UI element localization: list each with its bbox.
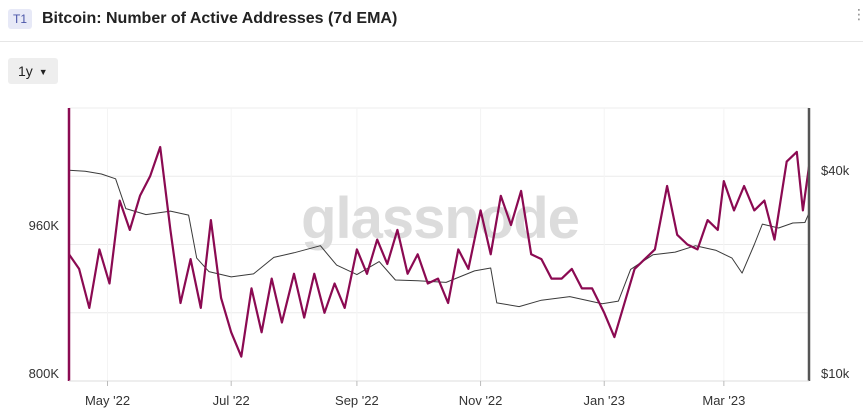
y-right-tick-label: $10k bbox=[821, 366, 850, 381]
y-left-tick-label: 800K bbox=[29, 366, 60, 381]
y-left-tick-label: 960K bbox=[29, 218, 60, 233]
range-dropdown-label: 1y bbox=[18, 63, 33, 79]
x-axis: May '22 Jul '22 Sep '22 Nov '22 Jan '23 Mar '… bbox=[85, 381, 745, 408]
chart-title: Bitcoin: Number of Active Addresses (7d … bbox=[42, 10, 398, 27]
x-tick-label: Nov '22 bbox=[459, 393, 503, 408]
axes bbox=[67, 108, 811, 382]
x-tick-label: May '22 bbox=[85, 393, 130, 408]
price-line bbox=[68, 169, 810, 308]
x-tick-label: Jan '23 bbox=[583, 393, 625, 408]
tier-badge: T1 bbox=[8, 9, 32, 29]
y-axis-left: 800K 960K bbox=[29, 218, 60, 381]
y-axis-right: $10k $40k bbox=[821, 163, 850, 381]
series-group bbox=[68, 145, 811, 358]
watermark: glassnode bbox=[301, 186, 579, 251]
grid bbox=[69, 107, 809, 381]
x-tick-label: Mar '23 bbox=[702, 393, 745, 408]
active-addresses-line bbox=[68, 145, 811, 358]
range-dropdown[interactable]: 1y ▼ bbox=[8, 58, 58, 84]
more-icon[interactable]: ⋮ bbox=[852, 6, 863, 22]
x-tick-label: Sep '22 bbox=[335, 393, 379, 408]
caret-down-icon: ▼ bbox=[38, 67, 48, 77]
y-right-tick-label: $40k bbox=[821, 163, 850, 178]
panel-header: T1 Bitcoin: Number of Active Addresses (… bbox=[0, 0, 863, 42]
x-tick-label: Jul '22 bbox=[213, 393, 250, 408]
